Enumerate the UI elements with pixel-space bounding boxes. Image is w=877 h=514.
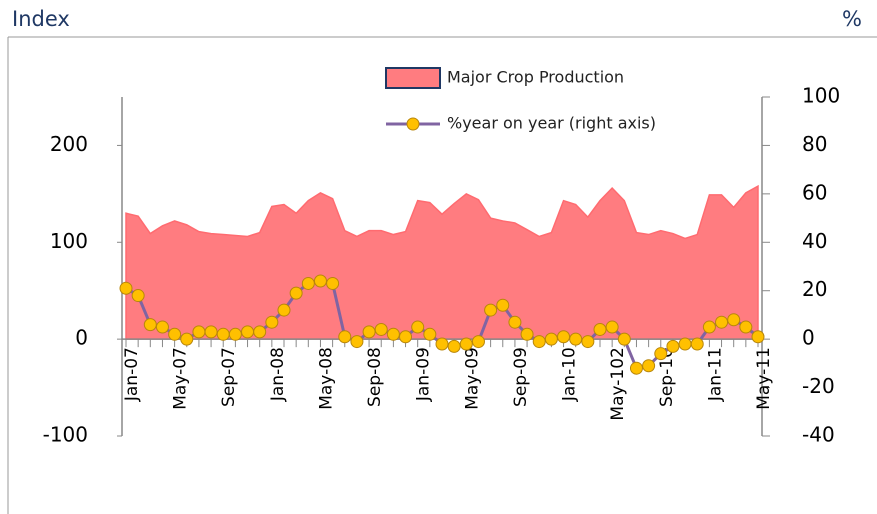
marker bbox=[471, 335, 485, 349]
marker bbox=[678, 337, 692, 351]
y2-tick-label: 0 bbox=[802, 326, 815, 350]
marker bbox=[143, 318, 157, 332]
marker bbox=[216, 327, 230, 341]
y-axis-title: Index bbox=[12, 7, 70, 31]
marker bbox=[642, 359, 656, 373]
x-tick-label: Sep-07 bbox=[219, 347, 239, 407]
y-tick-label: 100 bbox=[50, 229, 88, 253]
marker bbox=[241, 325, 255, 339]
marker bbox=[313, 274, 327, 288]
x-tick-label: May-102 bbox=[608, 347, 628, 420]
marker bbox=[301, 276, 315, 290]
marker bbox=[727, 313, 741, 327]
y-tick-label: -100 bbox=[43, 423, 88, 447]
marker bbox=[265, 315, 279, 329]
x-tick-label: Jan-09 bbox=[414, 347, 434, 402]
marker bbox=[702, 320, 716, 334]
marker bbox=[751, 330, 765, 344]
y2-tick-label: 40 bbox=[802, 229, 827, 253]
marker bbox=[362, 325, 376, 339]
plot: -100 0 100 200 -40 -20 0 20 40 60 80 100 Jan-07 May-0… bbox=[43, 84, 841, 447]
marker bbox=[715, 315, 729, 329]
y2-tick-label: 100 bbox=[802, 84, 840, 108]
x-tick-label: Jan-10 bbox=[560, 347, 580, 402]
marker bbox=[386, 327, 400, 341]
marker bbox=[484, 303, 498, 317]
x-tick-label: May-09 bbox=[462, 347, 482, 410]
x-tick-label: Sep-09 bbox=[511, 347, 531, 407]
marker bbox=[654, 347, 668, 361]
x-tick-label: Jan-11 bbox=[705, 347, 725, 402]
marker bbox=[739, 320, 753, 334]
x-tick-label: May-08 bbox=[316, 347, 336, 410]
x-tick-label: May-07 bbox=[171, 347, 191, 410]
legend-marker bbox=[406, 117, 420, 131]
marker bbox=[544, 332, 558, 346]
x-tick-label: Sep-08 bbox=[365, 347, 385, 407]
legend-label: %year on year (right axis) bbox=[447, 114, 656, 133]
marker bbox=[180, 332, 194, 346]
marker bbox=[532, 335, 546, 349]
marker bbox=[277, 303, 291, 317]
marker bbox=[520, 327, 534, 341]
marker bbox=[666, 339, 680, 353]
marker bbox=[435, 337, 449, 351]
marker bbox=[629, 361, 643, 375]
marker bbox=[168, 327, 182, 341]
marker bbox=[617, 332, 631, 346]
legend-label: Major Crop Production bbox=[447, 68, 624, 87]
marker bbox=[253, 325, 267, 339]
marker bbox=[411, 320, 425, 334]
y-tick-label: 200 bbox=[50, 132, 88, 156]
y2-tick-label: -40 bbox=[802, 423, 835, 447]
marker bbox=[508, 315, 522, 329]
marker bbox=[569, 332, 583, 346]
y2-tick-label: -20 bbox=[802, 374, 835, 398]
x-tick-label: Jan-08 bbox=[268, 347, 288, 402]
marker bbox=[690, 337, 704, 351]
y2-tick-label: 80 bbox=[802, 132, 827, 156]
marker bbox=[423, 327, 437, 341]
legend-swatch bbox=[385, 67, 441, 89]
marker bbox=[204, 325, 218, 339]
y2-tick-label: 20 bbox=[802, 277, 827, 301]
x-tick-label: Jan-07 bbox=[122, 347, 142, 402]
marker bbox=[228, 327, 242, 341]
y2-axis-title: % bbox=[842, 7, 862, 31]
area bbox=[125, 184, 759, 340]
marker bbox=[289, 286, 303, 300]
marker bbox=[496, 298, 510, 312]
x-tick-label: Sep-10 bbox=[657, 347, 677, 407]
marker bbox=[326, 276, 340, 290]
marker bbox=[605, 320, 619, 334]
marker bbox=[459, 337, 473, 351]
marker bbox=[338, 330, 352, 344]
marker bbox=[557, 330, 571, 344]
marker bbox=[593, 322, 607, 336]
y2-tick-label: 60 bbox=[802, 180, 827, 204]
marker bbox=[581, 335, 595, 349]
marker bbox=[192, 325, 206, 339]
y-tick-label: 0 bbox=[75, 326, 88, 350]
marker bbox=[350, 335, 364, 349]
marker bbox=[155, 320, 169, 334]
marker bbox=[399, 330, 413, 344]
marker bbox=[131, 289, 145, 303]
x-tick-label: May-11 bbox=[754, 347, 774, 410]
marker bbox=[447, 339, 461, 353]
marker bbox=[374, 322, 388, 336]
marker bbox=[119, 281, 133, 295]
